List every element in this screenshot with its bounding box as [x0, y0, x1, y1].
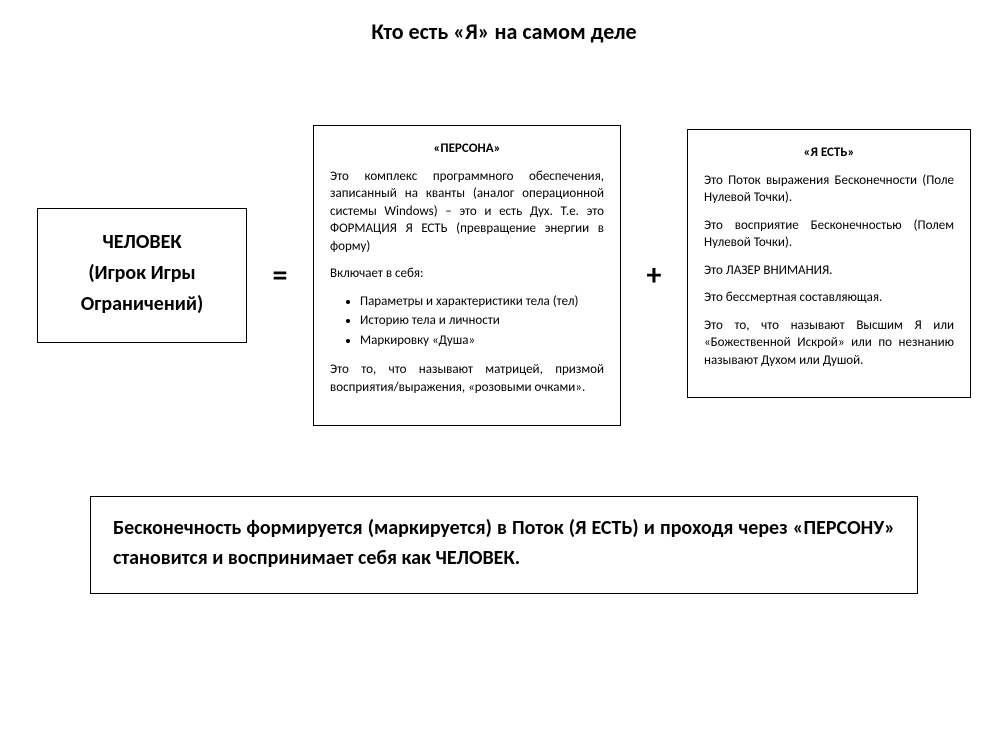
equation-row: ЧЕЛОВЕК (Игрок Игры Ограничений) = «ПЕРС…: [0, 125, 1008, 426]
page-title: Кто есть «Я» на самом деле: [0, 0, 1008, 45]
persona-box: «ПЕРСОНА» Это комплекс программного обес…: [313, 125, 621, 426]
persona-list: Параметры и характеристики тела (тел) Ис…: [330, 293, 604, 350]
i-am-title: «Я ЕСТЬ»: [704, 144, 954, 162]
i-am-p3: Это ЛАЗЕР ВНИМАНИЯ.: [704, 262, 954, 280]
persona-paragraph-2: Это то, что называют матрицей, призмой в…: [330, 361, 604, 396]
persona-title: «ПЕРСОНА»: [330, 140, 604, 158]
plus-operator: +: [639, 257, 669, 294]
equals-operator: =: [265, 257, 295, 294]
persona-item-2: Маркировку «Душа»: [360, 332, 604, 350]
human-box: ЧЕЛОВЕК (Игрок Игры Ограничений): [37, 208, 247, 343]
i-am-p1: Это Поток выражения Бесконечности (Поле …: [704, 172, 954, 207]
i-am-box: «Я ЕСТЬ» Это Поток выражения Бесконечнос…: [687, 129, 971, 398]
i-am-p4: Это бессмертная составляющая.: [704, 289, 954, 307]
persona-includes-label: Включает в себя:: [330, 265, 604, 283]
persona-item-1: Историю тела и личности: [360, 312, 604, 330]
persona-paragraph-1: Это комплекс программного обеспечения, з…: [330, 168, 604, 256]
persona-item-0: Параметры и характеристики тела (тел): [360, 293, 604, 311]
i-am-p5: Это то, что называют Высшим Я или «Божес…: [704, 317, 954, 370]
human-line1: ЧЕЛОВЕК: [48, 227, 236, 258]
summary-box: Бесконечность формируется (маркируется) …: [90, 496, 918, 594]
i-am-p2: Это восприятие Бесконечностью (Полем Нул…: [704, 217, 954, 252]
human-line2: (Игрок Игры Ограничений): [48, 258, 236, 320]
